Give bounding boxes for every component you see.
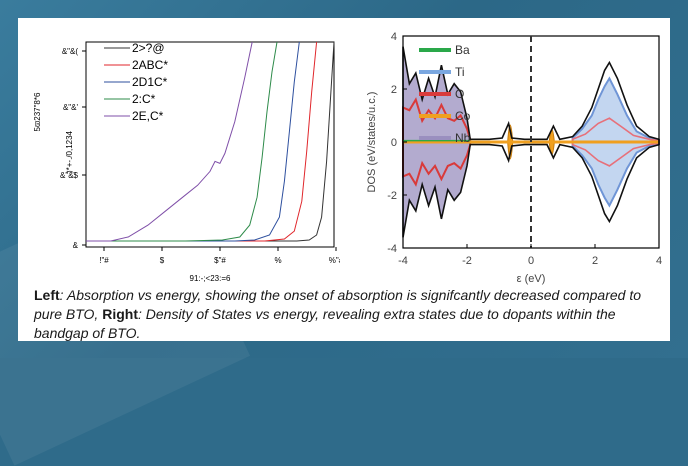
- y-tick-label: &"&': [63, 103, 79, 112]
- dos-chart-svg: -4-4 -2 -2 0 0 2 2 4 4 DOS (eV/states/u.c.) ε (e…: [353, 26, 665, 294]
- dos-y-tick-label: -4: [387, 243, 397, 255]
- dos-legend-label: O: [455, 87, 464, 101]
- dos-legend-label: Ba: [455, 43, 470, 57]
- y-axis-label: )*+-./0,1234: [65, 130, 74, 173]
- dos-x-tick-label: 2: [592, 255, 598, 267]
- dos-chart: -4 -4 -2 -2 0 0 2 2 4 4 DOS (eV/states/u.c.) ε (e…: [353, 26, 665, 294]
- caption-left-label: Left: [34, 287, 60, 303]
- legend-label: 2E,C*: [132, 109, 164, 123]
- dos-legend-label: Ti: [455, 65, 465, 79]
- x-tick-label: %: [274, 256, 281, 265]
- absorption-series-line: [86, 42, 252, 241]
- absorption-series-line: [86, 42, 299, 241]
- dos-x-tick-label: -2: [462, 255, 472, 267]
- x-tick-label: %"#: [329, 256, 340, 265]
- y-tick-label: &"&(: [62, 47, 79, 56]
- absorption-chart-svg: !"#$$"#%%"#&&"&$&"&'&"&( )*+-./0,1234 5ϖ…: [30, 32, 340, 290]
- absorption-series-line: [86, 42, 277, 241]
- y-axis-label-right: 5ϖ237"8*6: [33, 92, 42, 131]
- figure-caption: Left: Absorption vs energy, showing the …: [34, 286, 662, 343]
- dos-legend-label: Nb: [455, 131, 471, 145]
- dos-x-tick-label: 4: [656, 255, 662, 267]
- legend-label: 2:C*: [132, 92, 156, 106]
- absorption-series-line: [86, 42, 334, 241]
- dos-x-tick-label: 0: [528, 255, 534, 267]
- dos-y-axis-label: DOS (eV/states/u.c.): [366, 92, 378, 193]
- legend-label: 2D1C*: [132, 75, 168, 89]
- x-axis-label: 91:-;<23:=6: [190, 274, 231, 283]
- dos-y-tick-label: -2: [387, 190, 397, 202]
- absorption-chart: !"#$$"#%%"#&&"&$&"&'&"&( )*+-./0,1234 5ϖ…: [30, 32, 340, 290]
- dos-legend-label: Co: [455, 109, 471, 123]
- dos-y-tick-label: 0: [391, 137, 397, 149]
- plot-frame: [86, 42, 334, 247]
- x-tick-label: $: [160, 256, 165, 265]
- dos-y-tick-label: 4: [391, 31, 397, 43]
- dos-y-tick-label: 2: [391, 84, 397, 96]
- caption-right-label: Right: [102, 306, 138, 322]
- legend-label: 2ABC*: [132, 58, 168, 72]
- absorption-series-line: [86, 42, 317, 241]
- content-card: !"#$$"#%%"#&&"&$&"&'&"&( )*+-./0,1234 5ϖ…: [18, 18, 670, 341]
- dos-x-tick-label: -4: [398, 255, 408, 267]
- x-tick-label: !"#: [99, 256, 109, 265]
- legend-label: 2>?@: [132, 41, 165, 55]
- x-tick-label: $"#: [214, 256, 226, 265]
- y-tick-label: &: [73, 241, 79, 250]
- dos-x-axis-label: ε (eV): [517, 273, 546, 285]
